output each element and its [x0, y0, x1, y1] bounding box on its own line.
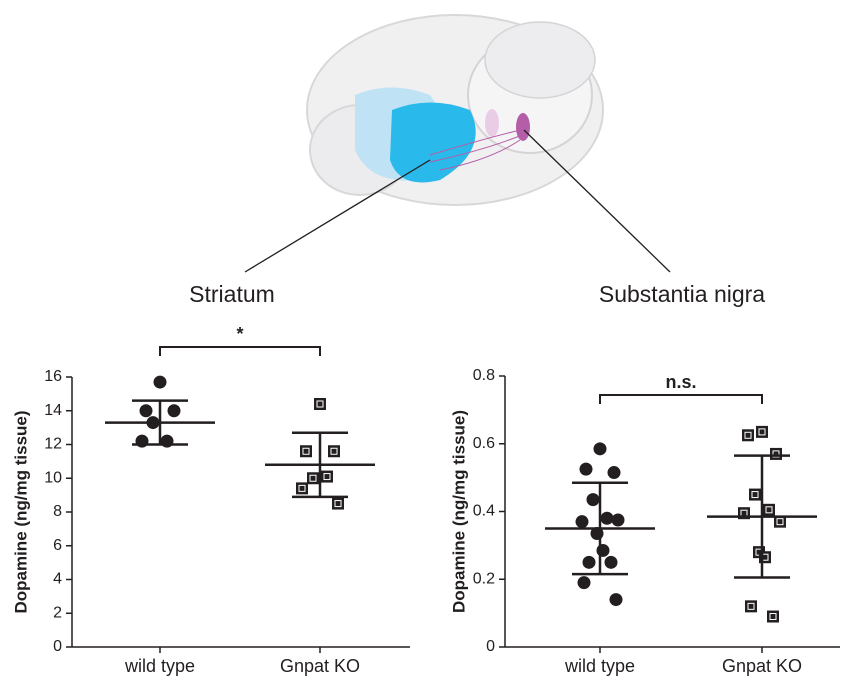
data-point — [611, 513, 625, 527]
data-point-inner — [765, 506, 773, 514]
data-point-inner — [744, 431, 752, 439]
x-tick-label: wild type — [124, 656, 195, 676]
data-point — [314, 398, 326, 410]
y-tick-label: 12 — [44, 436, 62, 453]
data-point-inner — [316, 400, 324, 408]
y-tick-label: 2 — [53, 604, 62, 621]
data-point — [756, 425, 768, 438]
region-label: Substantia nigra — [599, 281, 765, 307]
data-point — [607, 466, 621, 480]
data-point — [167, 404, 181, 418]
chart: 0 2 4 6 8 10 12 14 16 Dopamine (ng/mg tissue) wild… — [11, 324, 410, 676]
data-point — [609, 593, 623, 607]
data-point — [596, 543, 610, 557]
region-label: Striatum — [189, 281, 275, 307]
data-point-inner — [298, 484, 306, 492]
data-point — [153, 375, 167, 389]
data-point — [770, 447, 782, 460]
data-point — [745, 600, 757, 613]
data-point — [296, 482, 308, 495]
data-point-inner — [776, 518, 784, 526]
brain-illustration — [244, 14, 671, 273]
y-tick-label: 0 — [486, 638, 495, 655]
y-axis-label: Dopamine (ng/mg tissue) — [449, 410, 468, 613]
data-point — [579, 462, 593, 476]
y-tick-label: 6 — [53, 537, 62, 554]
y-tick-label: 0.4 — [473, 503, 495, 520]
y-tick-label: 0.8 — [473, 367, 495, 384]
data-point — [604, 555, 618, 569]
data-point-inner — [323, 473, 331, 481]
data-point — [575, 515, 589, 529]
y-tick-label: 14 — [44, 402, 62, 419]
data-point — [738, 507, 750, 520]
x-tick-label: Gnpat KO — [280, 656, 360, 676]
y-tick-label: 8 — [53, 503, 62, 520]
data-point — [321, 470, 333, 483]
data-point-inner — [309, 474, 317, 482]
data-point — [742, 429, 754, 442]
significance-bracket — [599, 394, 763, 404]
data-point — [332, 497, 344, 510]
y-tick-label: 16 — [44, 368, 62, 385]
data-point — [593, 442, 607, 456]
data-point — [600, 511, 614, 525]
significance-label: * — [236, 324, 243, 344]
y-tick-label: 0.2 — [473, 570, 495, 587]
y-tick-label: 10 — [44, 469, 62, 486]
data-point — [582, 555, 596, 569]
x-tick-label: wild type — [564, 656, 635, 676]
data-point — [577, 576, 591, 590]
chart: 0 0.2 0.4 0.6 0.8 Dopamine (ng/mg tissue) wild… — [449, 367, 840, 676]
x-tick-label: Gnpat KO — [722, 656, 802, 676]
data-point-inner — [302, 447, 310, 455]
significance-bracket — [159, 346, 321, 356]
data-point — [139, 404, 153, 418]
data-point-inner — [769, 613, 777, 621]
data-point — [749, 488, 761, 501]
data-point-inner — [747, 602, 755, 610]
data-point-inner — [772, 450, 780, 458]
data-point-inner — [758, 428, 766, 436]
y-tick-label: 4 — [53, 571, 62, 588]
y-tick-label: 0 — [53, 638, 62, 655]
data-point — [300, 445, 312, 458]
significance-label: n.s. — [665, 372, 696, 392]
data-point — [763, 503, 775, 516]
data-point — [767, 610, 779, 623]
data-point — [307, 472, 319, 485]
data-point — [586, 493, 600, 507]
data-point — [328, 445, 340, 458]
data-point-inner — [334, 500, 342, 508]
y-tick-label: 0.6 — [473, 435, 495, 452]
data-point-inner — [330, 447, 338, 455]
data-point-inner — [751, 491, 759, 499]
y-axis-label: Dopamine (ng/mg tissue) — [11, 410, 30, 613]
